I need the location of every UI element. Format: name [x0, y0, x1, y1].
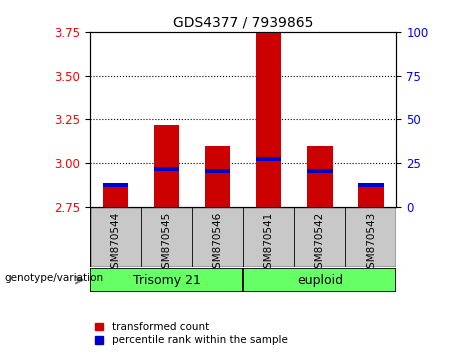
Title: GDS4377 / 7939865: GDS4377 / 7939865 — [173, 15, 313, 29]
Bar — [103, 185, 128, 207]
Text: genotype/variation: genotype/variation — [5, 273, 104, 283]
Bar — [307, 169, 332, 173]
Bar — [358, 185, 384, 207]
Text: GSM870545: GSM870545 — [161, 212, 171, 275]
Text: GSM870541: GSM870541 — [264, 212, 274, 275]
Bar — [154, 125, 179, 207]
Bar — [243, 268, 396, 292]
Bar — [307, 146, 332, 207]
Text: Trisomy 21: Trisomy 21 — [133, 274, 201, 286]
Bar — [103, 183, 128, 187]
Bar — [256, 157, 282, 161]
Bar — [256, 32, 282, 207]
Legend: transformed count, percentile rank within the sample: transformed count, percentile rank withi… — [95, 322, 288, 345]
Bar — [205, 146, 230, 207]
Bar — [154, 167, 179, 171]
Bar — [90, 268, 243, 292]
Text: GSM870542: GSM870542 — [315, 212, 325, 275]
Text: euploid: euploid — [297, 274, 343, 286]
Bar — [358, 183, 384, 187]
Text: GSM870543: GSM870543 — [366, 212, 376, 275]
Text: GSM870546: GSM870546 — [213, 212, 223, 275]
Bar — [205, 169, 230, 173]
Text: GSM870544: GSM870544 — [111, 212, 120, 275]
